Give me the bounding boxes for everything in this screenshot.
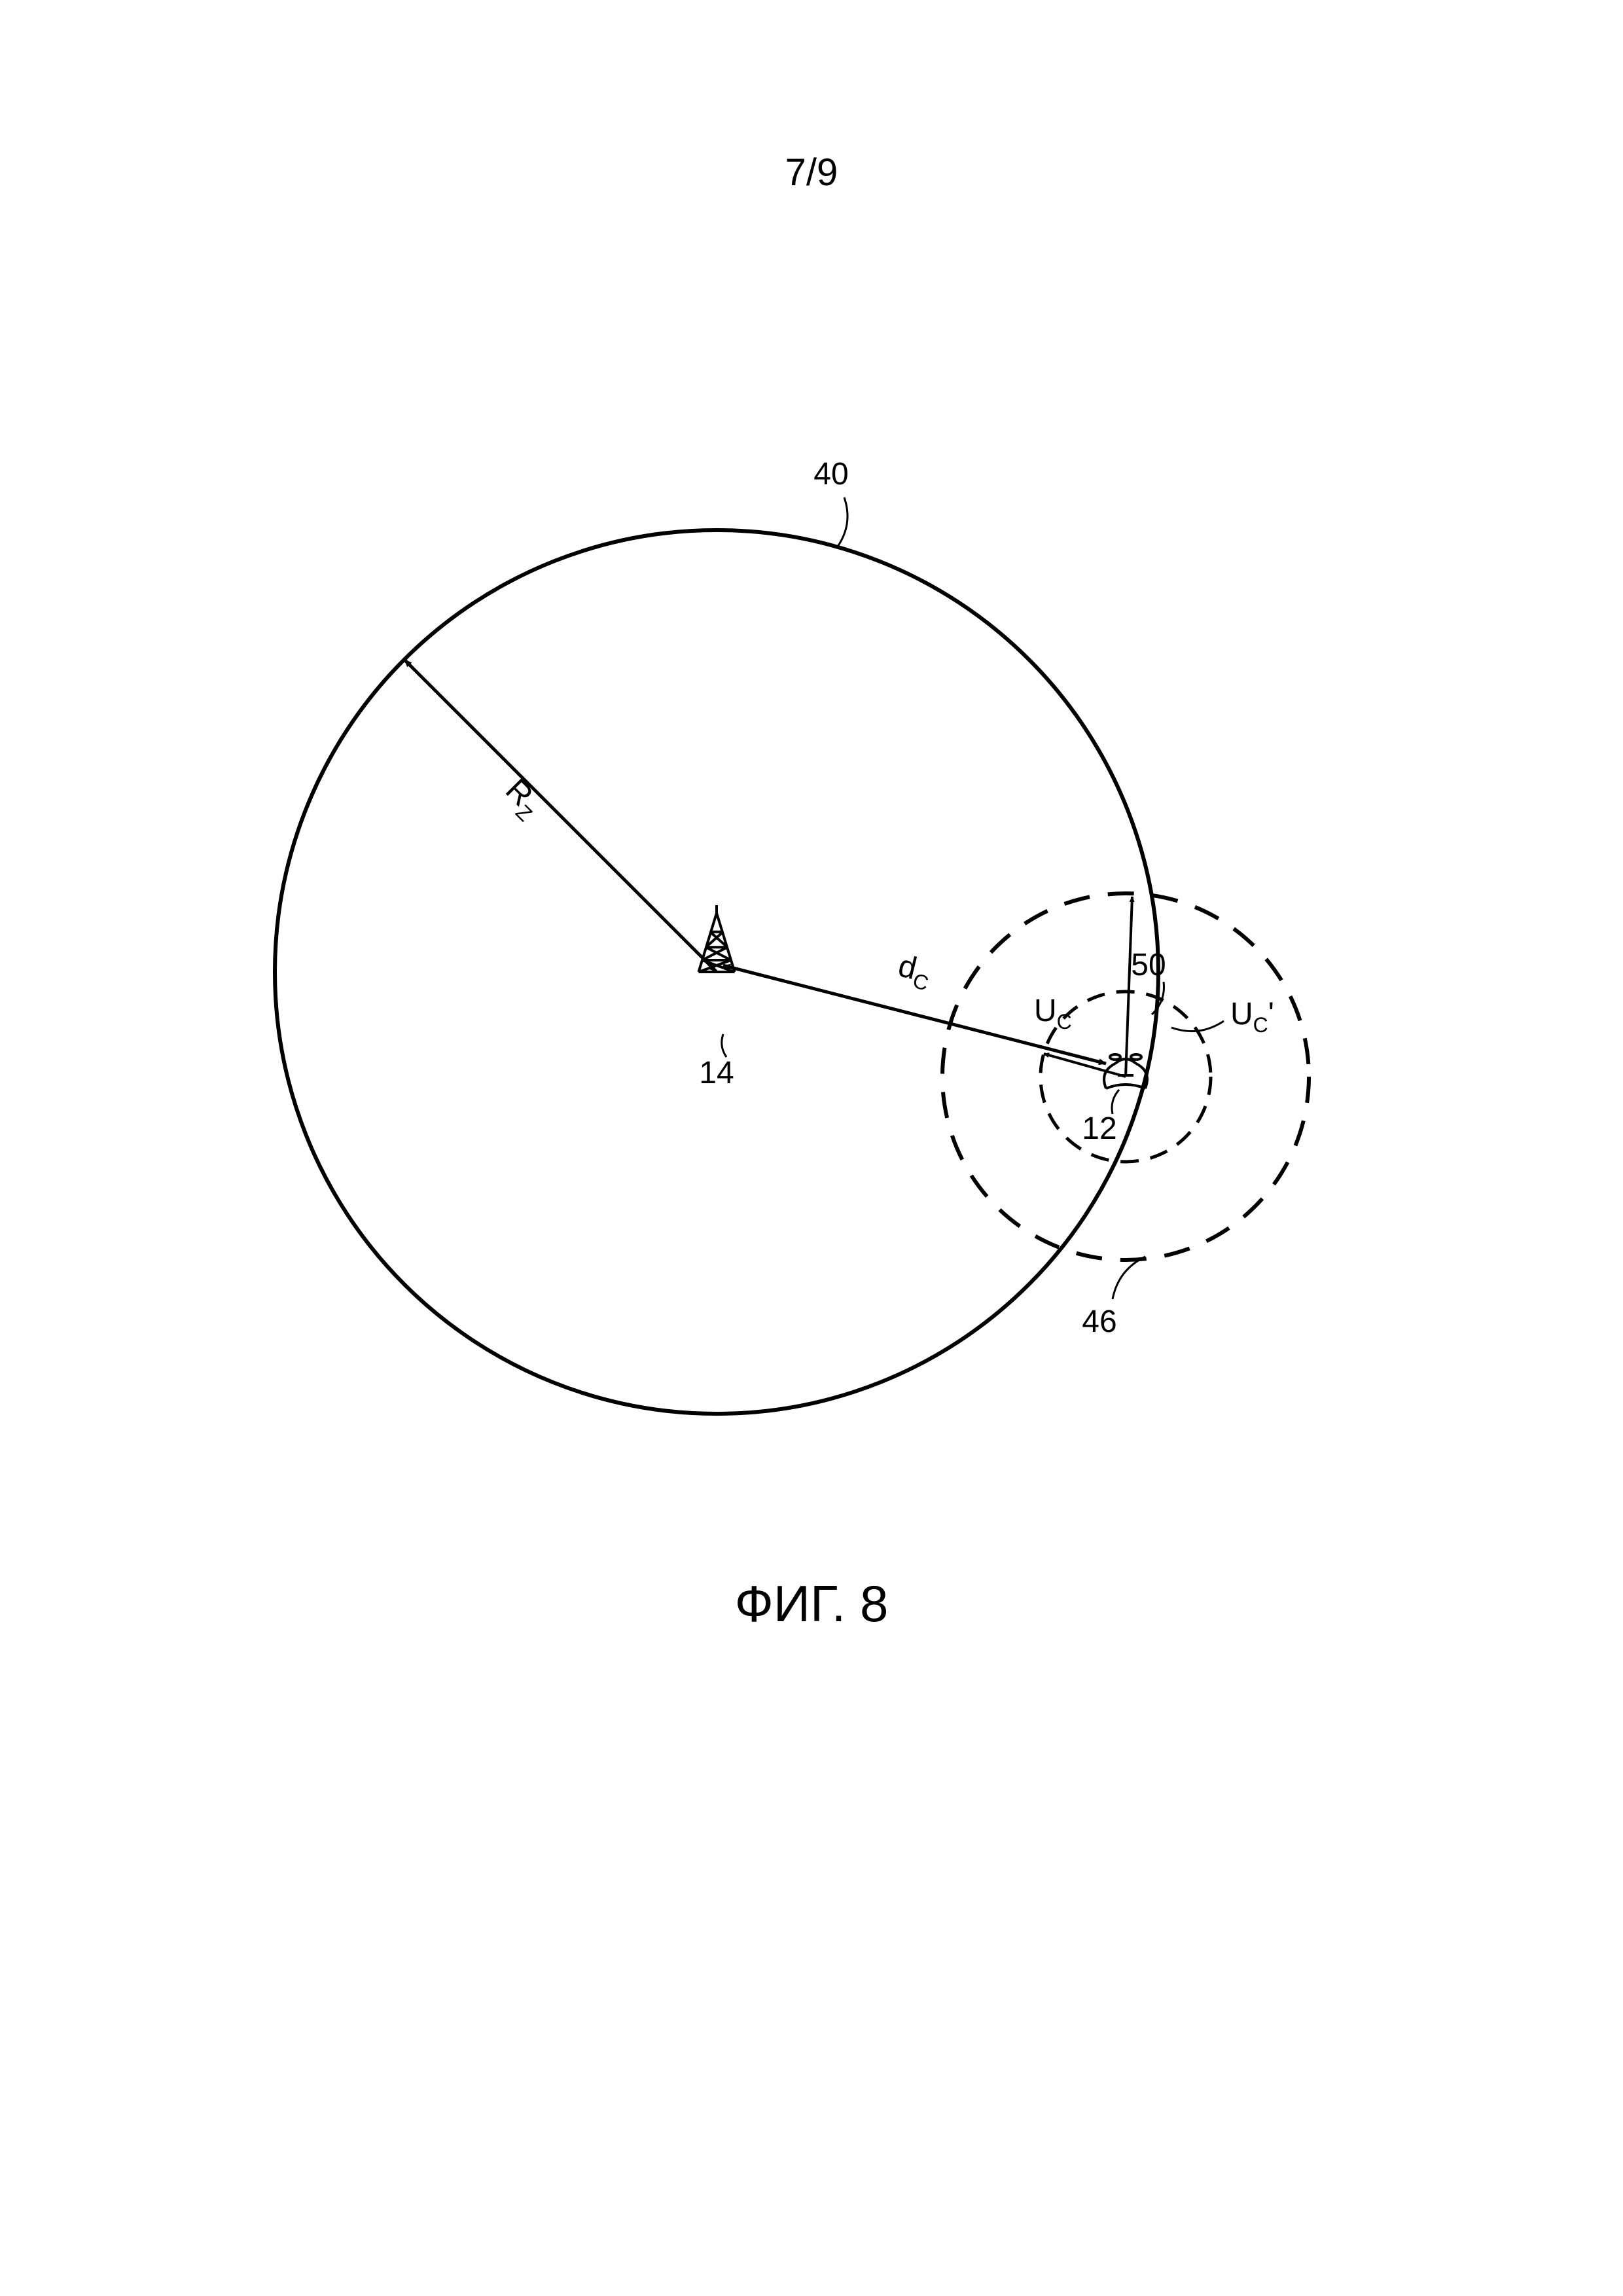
diagram-svg: 40 46 50 14 12 RZ dC UC UC' [0, 0, 1623, 2296]
label-ucp: UC' [1230, 997, 1274, 1037]
label-uc: UC [1034, 994, 1072, 1033]
radius-arrow [404, 660, 717, 972]
label-46-leader [1113, 1257, 1145, 1299]
label-dc: dC [893, 948, 935, 995]
label-40: 40 [813, 457, 848, 492]
figure-caption: ФИГ. 8 [735, 1574, 889, 1634]
label-46: 46 [1082, 1304, 1116, 1339]
uc-prime-arrow [1126, 897, 1132, 1077]
label-14-leader [722, 1034, 726, 1057]
label-50: 50 [1131, 948, 1166, 982]
label-rz: RZ [495, 772, 548, 825]
label-14: 14 [699, 1056, 734, 1090]
tower-icon [699, 905, 735, 972]
label-12: 12 [1082, 1111, 1116, 1146]
label-12-leader [1112, 1090, 1119, 1114]
label-40-leader [838, 497, 847, 547]
